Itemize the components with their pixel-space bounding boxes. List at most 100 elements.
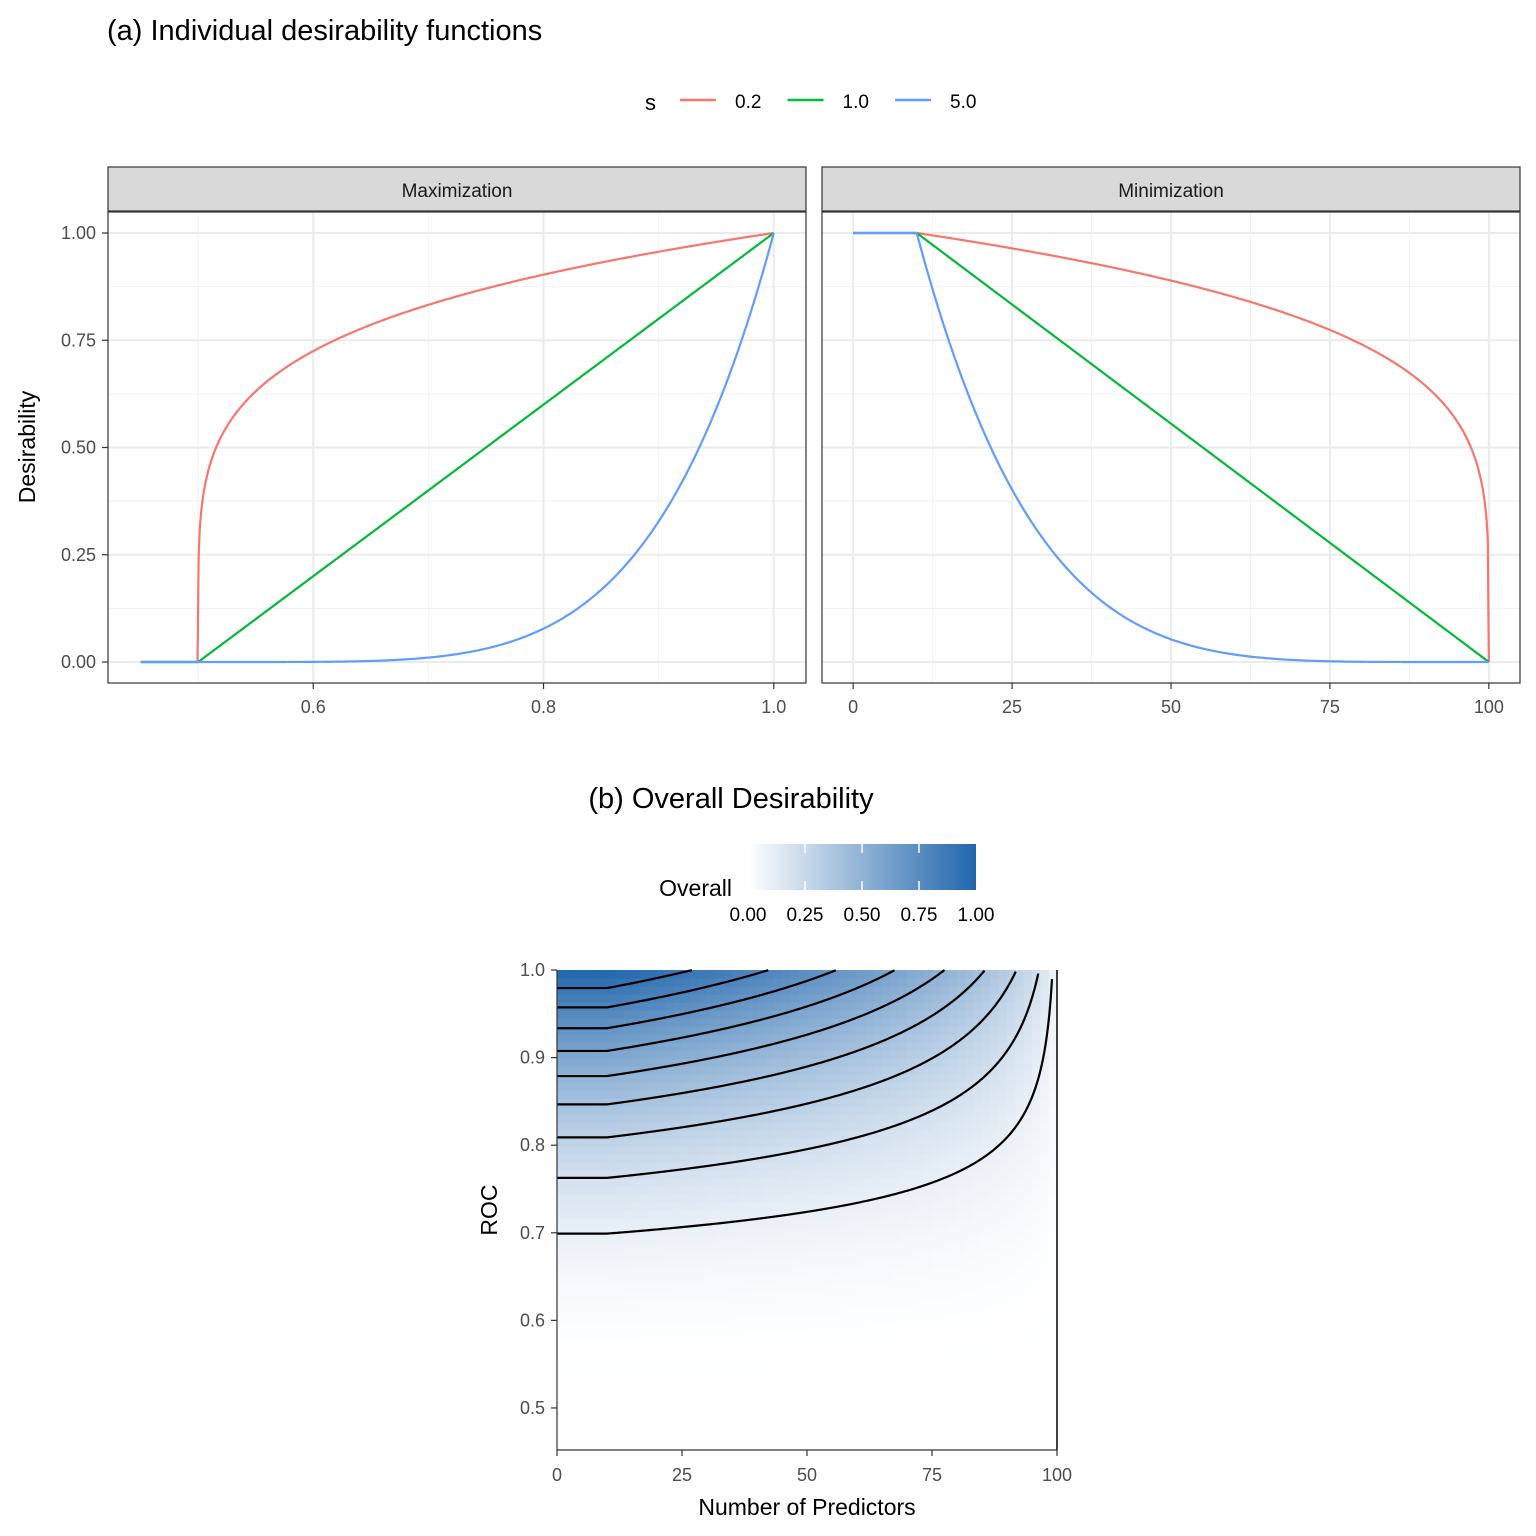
raster-cell [782, 1218, 791, 1227]
raster-cell [565, 1362, 575, 1371]
colorbar-title: Overall [659, 875, 732, 901]
raster-cell [690, 1346, 700, 1355]
y-tick-label: 0.00 [61, 652, 96, 672]
raster-cell [715, 1090, 725, 1099]
raster-cell [940, 1090, 950, 1099]
raster-cell [973, 1170, 983, 1179]
raster-cell [1048, 1266, 1058, 1275]
raster-cell [632, 1050, 641, 1059]
raster-cell [973, 1418, 983, 1427]
raster-cell [565, 1442, 575, 1451]
raster-cell [1032, 1250, 1041, 1259]
raster-cell [940, 1226, 950, 1235]
raster-cell [665, 1282, 675, 1291]
raster-cell [623, 1386, 633, 1395]
raster-cell [1040, 1250, 1050, 1259]
raster-cell [948, 1258, 958, 1267]
raster-cell [1015, 1338, 1025, 1347]
raster-cell [623, 1426, 633, 1435]
raster-cell [898, 1426, 908, 1435]
raster-cell [932, 1426, 941, 1435]
raster-cell [990, 1282, 1000, 1291]
raster-cell [1007, 1442, 1016, 1451]
raster-cell [890, 1106, 900, 1115]
raster-cell [932, 1210, 941, 1219]
raster-cell [573, 1410, 583, 1419]
raster-cell [765, 1106, 775, 1115]
raster-cell [748, 1338, 758, 1347]
raster-cell [632, 1298, 641, 1307]
raster-cell [923, 1290, 933, 1299]
raster-cell [657, 1354, 666, 1363]
raster-cell [890, 1386, 900, 1395]
raster-cell [982, 1074, 991, 1083]
series-line-s-0.2 [853, 231, 1490, 663]
raster-cell [1023, 1370, 1033, 1379]
raster-cell [957, 1114, 966, 1123]
raster-cell [607, 1242, 616, 1251]
raster-cell [665, 1194, 675, 1203]
raster-cell [965, 1298, 975, 1307]
raster-cell [923, 1314, 933, 1323]
raster-cell [932, 986, 941, 995]
raster-cell [948, 1202, 958, 1211]
raster-cell [632, 970, 641, 979]
raster-cell [1023, 1034, 1033, 1043]
raster-cell [973, 1290, 983, 1299]
raster-cell [582, 1210, 591, 1219]
raster-cell [1023, 1338, 1033, 1347]
raster-cell [1040, 1242, 1050, 1251]
raster-cell [882, 1346, 891, 1355]
raster-cell [598, 1274, 608, 1283]
raster-cell [632, 1162, 641, 1171]
raster-cell [565, 1018, 575, 1027]
raster-cell [907, 1266, 916, 1275]
raster-cell [798, 1226, 808, 1235]
raster-cell [848, 1354, 858, 1363]
raster-cell [673, 1250, 683, 1259]
raster-cell [957, 970, 966, 979]
raster-cell [682, 1314, 691, 1323]
raster-cell [965, 1290, 975, 1299]
raster-cell [1048, 1082, 1058, 1091]
x-tick-label: 0.8 [531, 697, 556, 717]
raster-cell [782, 1074, 791, 1083]
raster-cell [557, 1106, 566, 1115]
raster-cell [565, 1074, 575, 1083]
raster-cell [907, 1258, 916, 1267]
raster-cell [665, 1154, 675, 1163]
raster-cell [1032, 1266, 1041, 1275]
raster-cell [590, 1314, 600, 1323]
raster-cell [1032, 1194, 1041, 1203]
raster-cell [682, 1146, 691, 1155]
raster-cell [865, 1354, 875, 1363]
raster-cell [557, 1330, 566, 1339]
raster-cell [740, 1218, 750, 1227]
raster-cell [1023, 1306, 1033, 1315]
raster-cell [940, 1306, 950, 1315]
raster-cell [615, 1346, 625, 1355]
raster-cell [715, 1362, 725, 1371]
raster-cell [557, 1098, 566, 1107]
raster-cell [973, 1402, 983, 1411]
raster-cell [615, 1226, 625, 1235]
raster-cell [982, 1442, 991, 1451]
raster-cell [832, 1194, 841, 1203]
raster-cell [1007, 1162, 1016, 1171]
raster-cell [765, 1090, 775, 1099]
raster-cell [1023, 1082, 1033, 1091]
raster-cell [832, 994, 841, 1003]
raster-cell [557, 1018, 566, 1027]
raster-cell [682, 1242, 691, 1251]
raster-cell [623, 1394, 633, 1403]
raster-cell [873, 1082, 883, 1091]
raster-cell [640, 1234, 650, 1243]
raster-cell [648, 1146, 658, 1155]
raster-cell [848, 1370, 858, 1379]
raster-cell [698, 1378, 708, 1387]
raster-cell [1015, 1114, 1025, 1123]
raster-cell [573, 1042, 583, 1051]
raster-cell [707, 1290, 716, 1299]
raster-cell [865, 1378, 875, 1387]
raster-cell [632, 1250, 641, 1259]
